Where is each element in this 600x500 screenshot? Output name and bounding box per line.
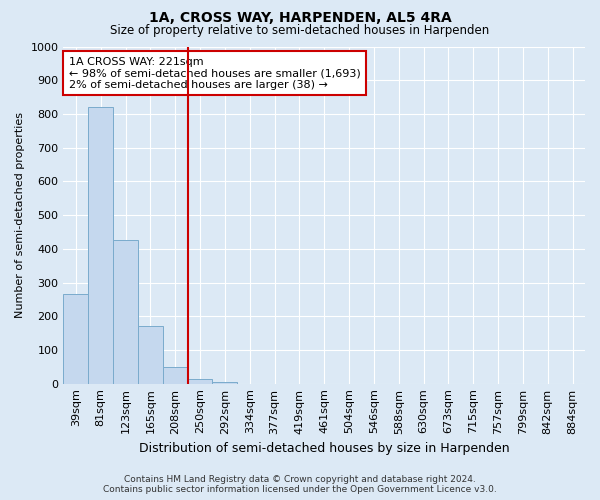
Bar <box>113 240 138 384</box>
Bar <box>188 378 212 384</box>
Y-axis label: Number of semi-detached properties: Number of semi-detached properties <box>15 112 25 318</box>
Bar <box>212 382 237 384</box>
Text: Size of property relative to semi-detached houses in Harpenden: Size of property relative to semi-detach… <box>110 24 490 37</box>
Bar <box>163 367 188 384</box>
Text: 1A, CROSS WAY, HARPENDEN, AL5 4RA: 1A, CROSS WAY, HARPENDEN, AL5 4RA <box>149 11 451 25</box>
Bar <box>88 107 113 384</box>
Text: 1A CROSS WAY: 221sqm
← 98% of semi-detached houses are smaller (1,693)
2% of sem: 1A CROSS WAY: 221sqm ← 98% of semi-detac… <box>68 56 361 90</box>
Bar <box>64 294 88 384</box>
Text: Contains HM Land Registry data © Crown copyright and database right 2024.
Contai: Contains HM Land Registry data © Crown c… <box>103 474 497 494</box>
X-axis label: Distribution of semi-detached houses by size in Harpenden: Distribution of semi-detached houses by … <box>139 442 509 455</box>
Bar <box>138 326 163 384</box>
